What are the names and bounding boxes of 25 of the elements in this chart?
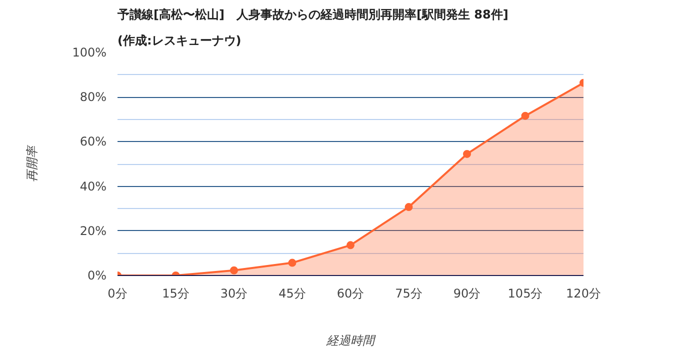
x-axis-title: 経過時間: [326, 334, 376, 348]
point: [521, 112, 530, 120]
point: [288, 258, 296, 267]
x-tick-label: 105分: [508, 286, 543, 300]
chart-subtitle: (作成:レスキューナウ): [118, 34, 242, 48]
point: [404, 203, 413, 212]
point: [230, 266, 238, 274]
chart-title: 予讃線[高松〜松山] 人身事故からの経過時間別再開率[駅間発生 88件]: [116, 8, 508, 22]
y-tick-label: 100%: [72, 46, 107, 60]
x-tick-label: 75分: [395, 286, 422, 300]
x-tick-label: 60分: [336, 286, 364, 300]
x-tick-label: 120分: [566, 286, 601, 300]
x-tick-label: 30分: [220, 286, 248, 300]
x-tick-label: 45分: [278, 286, 306, 300]
point: [346, 241, 354, 250]
point: [463, 150, 471, 158]
x-tick-label: 90分: [453, 286, 481, 300]
y-tick-label: 60%: [80, 134, 106, 149]
y-tick-label: 0%: [87, 268, 107, 282]
y-tick-label: 40%: [80, 179, 106, 194]
y-tick-label: 20%: [80, 224, 106, 238]
x-tick-label: 0分: [108, 286, 128, 300]
x-tick-label: 15分: [162, 286, 190, 300]
y-tick-label: 80%: [80, 90, 106, 104]
y-axis-title: 再開率: [25, 144, 40, 182]
